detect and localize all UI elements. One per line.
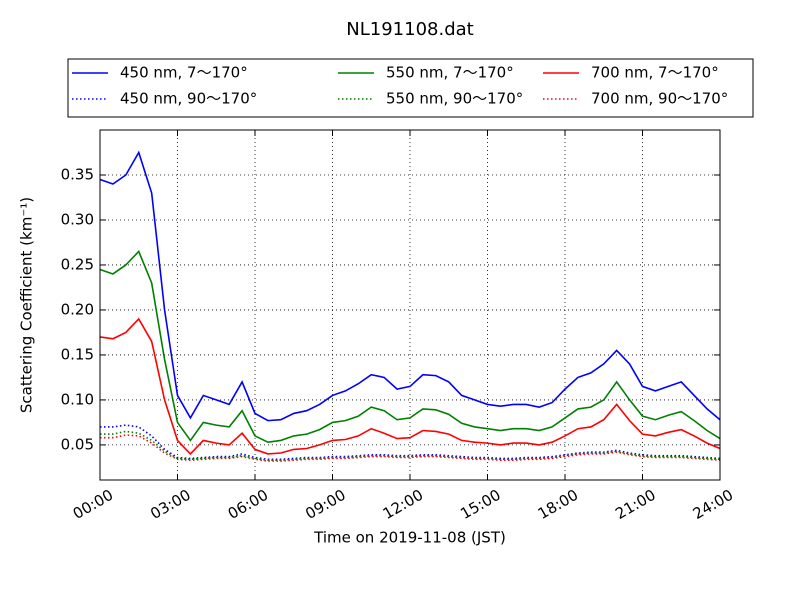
legend-box — [67, 58, 754, 118]
legend-label: 700 nm, 90～170° — [591, 90, 728, 108]
y-tick-label: 0.25 — [61, 255, 94, 273]
data-line — [99, 150, 721, 422]
legend-label: 450 nm, 90～170° — [120, 90, 257, 108]
y-tick-label: 0.20 — [61, 300, 94, 318]
data-line — [100, 434, 721, 462]
y-tick-label: 0.35 — [61, 165, 94, 183]
y-tick-label: 0.15 — [61, 345, 94, 363]
chart-title: NL191108.dat — [346, 19, 473, 40]
y-tick-label: 0.05 — [61, 435, 94, 453]
plot-frame — [99, 129, 721, 481]
legend-label: 700 nm, 7～170° — [591, 64, 719, 82]
y-axis-label: Scattering Coefficient (km⁻¹) — [18, 197, 36, 413]
y-tick-label: 0.30 — [61, 210, 94, 228]
data-line — [99, 317, 721, 456]
y-tick-label: 0.10 — [61, 390, 94, 408]
legend-label: 450 nm, 7～170° — [120, 64, 248, 82]
legend-label: 550 nm, 7～170° — [386, 64, 514, 82]
legend-label: 550 nm, 90～170° — [386, 90, 523, 108]
x-axis-label: Time on 2019-11-08 (JST) — [313, 529, 506, 547]
data-line — [99, 250, 721, 444]
